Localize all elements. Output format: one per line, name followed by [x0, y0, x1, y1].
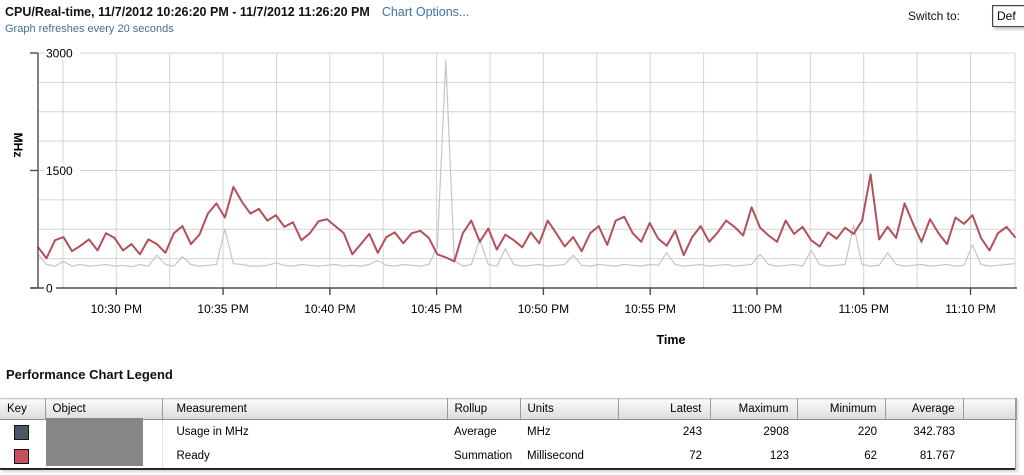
- x-tick-label: 11:10 PM: [945, 302, 995, 316]
- x-tick-label: 11:05 PM: [838, 302, 888, 316]
- maximum-cell: 123: [710, 444, 797, 468]
- col-header-measurement[interactable]: Measurement: [162, 398, 448, 420]
- col-header-filler: [963, 398, 1017, 420]
- legend-table: Key Object Measurement Rollup Units Late…: [0, 398, 1017, 468]
- y-axis-title: MHz: [11, 133, 25, 158]
- refresh-note: Graph refreshes every 20 seconds: [5, 23, 174, 35]
- legend-row-ready[interactable]: Ready Summation Millisecond 72 123 62 81…: [0, 444, 1016, 468]
- cpu-performance-chart: 0 1500 3000 10:30 PM 10:35 PM 10:40 PM 10:45 P…: [11, 46, 1017, 347]
- rollup-cell: Summation: [447, 444, 520, 468]
- legend-header-row: Key Object Measurement Rollup Units Late…: [0, 398, 1017, 420]
- x-tick-label: 11:00 PM: [732, 302, 782, 316]
- key-cell: [0, 419, 45, 444]
- chart-title: CPU/Real-time, 11/7/2012 10:26:20 PM - 1…: [5, 5, 370, 19]
- chart-labels: 0 1500 3000 10:30 PM 10:35 PM 10:40 PM 10:45 P…: [11, 46, 996, 347]
- chart-axes: [30, 52, 1017, 295]
- object-name-redaction: [46, 418, 143, 466]
- key-cell: [0, 444, 45, 468]
- switch-to-value: Def: [997, 9, 1016, 23]
- average-cell: 81.767: [885, 444, 963, 468]
- y-tick-label: 1500: [46, 164, 73, 178]
- x-tick-label: 10:50 PM: [518, 302, 569, 316]
- maximum-cell: 2908: [710, 419, 797, 444]
- col-header-key[interactable]: Key: [0, 398, 46, 420]
- legend-bottom-border: [0, 468, 1016, 470]
- usage-in-mhz-line: [37, 59, 1016, 268]
- measurement-cell: Ready: [162, 444, 447, 468]
- ready-line: [37, 173, 1016, 263]
- x-tick-label: 10:45 PM: [411, 302, 462, 316]
- col-header-minimum[interactable]: Minimum: [797, 398, 886, 420]
- rollup-cell: Average: [447, 419, 520, 444]
- col-header-object[interactable]: Object: [45, 398, 163, 420]
- col-header-maximum[interactable]: Maximum: [710, 398, 798, 420]
- x-axis-title: Time: [657, 333, 686, 347]
- minimum-cell: 62: [797, 444, 885, 468]
- legend-right-border: [1015, 398, 1016, 470]
- header-row: CPU/Real-time, 11/7/2012 10:26:20 PM - 1…: [5, 5, 469, 19]
- chart-gridlines: [38, 52, 1016, 288]
- switch-to-combobox[interactable]: Def: [992, 5, 1024, 27]
- legend-row-usage[interactable]: Usage in MHz Average MHz 243 2908 220 34…: [0, 419, 1016, 444]
- x-tick-label: 10:30 PM: [91, 302, 142, 316]
- measurement-cell: Usage in MHz: [162, 419, 447, 444]
- col-header-units[interactable]: Units: [520, 398, 619, 420]
- legend-table-wrap: Key Object Measurement Rollup Units Late…: [0, 398, 1017, 470]
- x-tick-label: 10:35 PM: [197, 302, 248, 316]
- chart-options-link[interactable]: Chart Options...: [381, 5, 470, 19]
- x-tick-label: 10:55 PM: [625, 302, 676, 316]
- average-cell: 342.783: [885, 419, 963, 444]
- col-header-rollup[interactable]: Rollup: [447, 398, 521, 420]
- y-tick-label: 3000: [46, 47, 73, 61]
- legend-title: Performance Chart Legend: [6, 367, 173, 382]
- col-header-average[interactable]: Average: [885, 398, 964, 420]
- latest-cell: 72: [618, 444, 710, 468]
- units-cell: MHz: [520, 419, 618, 444]
- col-header-latest[interactable]: Latest: [618, 398, 711, 420]
- minimum-cell: 220: [797, 419, 885, 444]
- usage-key-swatch: [14, 424, 29, 440]
- switch-to-label: Switch to:: [908, 9, 961, 23]
- y-tick-label: 0: [46, 282, 53, 296]
- x-tick-label: 10:40 PM: [304, 302, 355, 316]
- chart-series: [37, 59, 1016, 268]
- latest-cell: 243: [618, 419, 710, 444]
- units-cell: Millisecond: [520, 444, 618, 468]
- ready-key-swatch: [14, 448, 29, 464]
